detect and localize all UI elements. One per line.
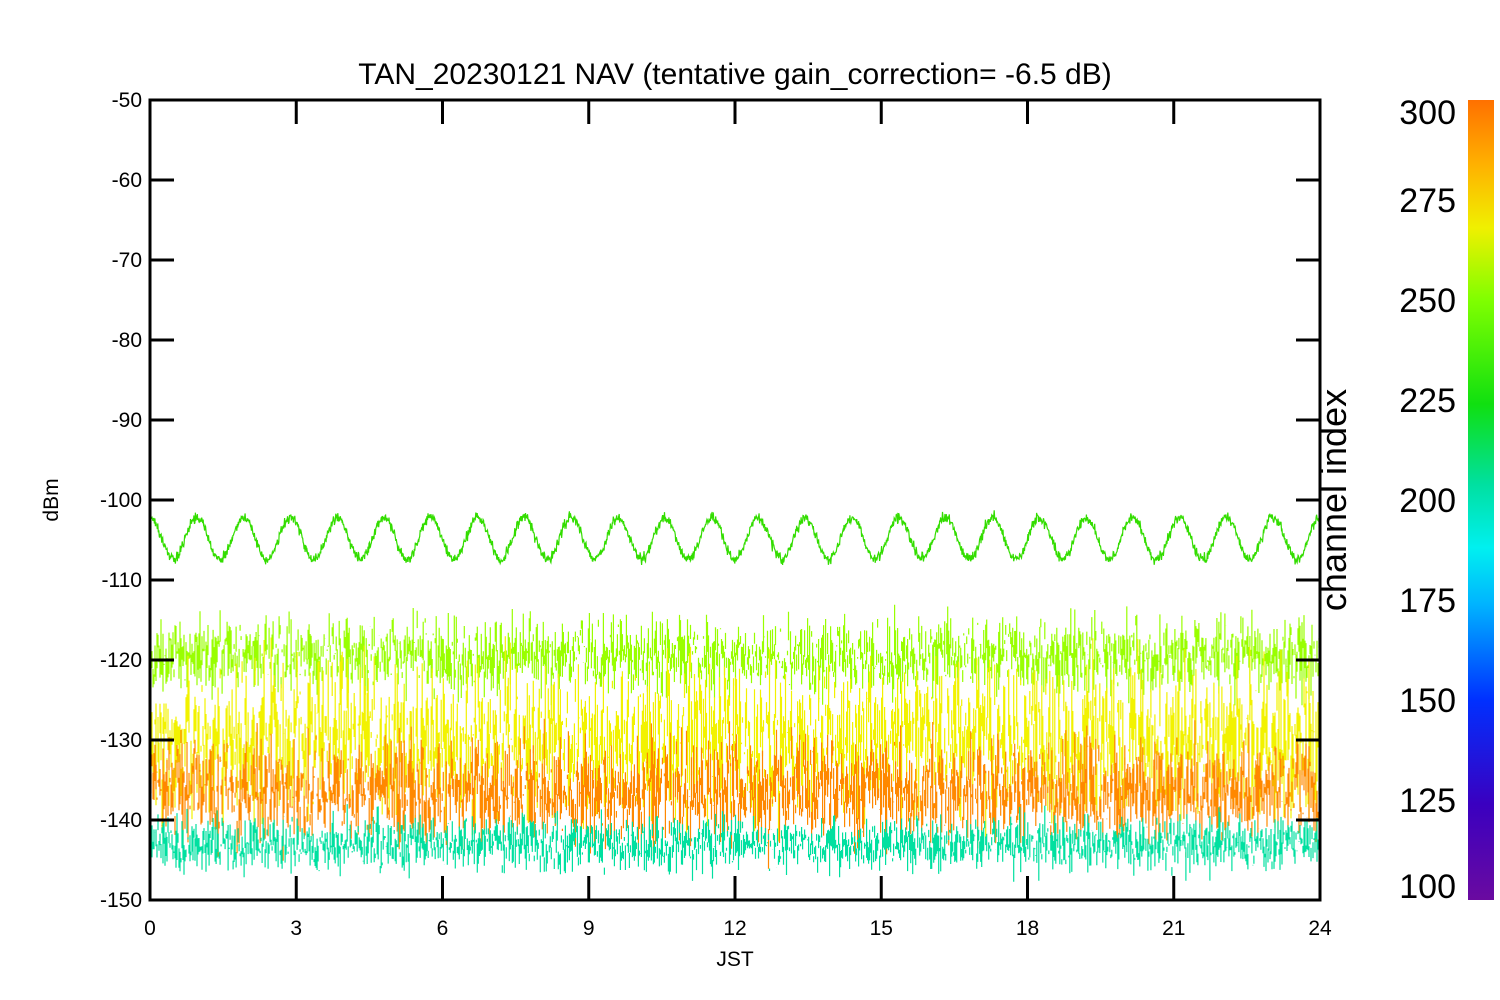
y-tick-label: -150	[100, 889, 142, 912]
y-tick-label: -70	[112, 249, 142, 272]
x-tick-label: 3	[290, 917, 302, 940]
x-axis-title: JST	[716, 948, 754, 971]
colorbar-tick-label: 250	[1399, 282, 1456, 320]
y-tick-label: -80	[112, 329, 142, 352]
colorbar-tick-label: 225	[1399, 382, 1456, 420]
y-axis-title: dBm	[40, 478, 63, 521]
axes: -50 -60 -70 -80 -90 -100 -110 -120 -130 -140 -1500…	[100, 89, 1332, 940]
colorbar-tick-label: 125	[1399, 782, 1456, 820]
chart-title: TAN_20230121 NAV (tentative gain_correct…	[358, 58, 1112, 91]
colorbar-tick-label: 300	[1399, 94, 1456, 132]
colorbar-tick-label: 150	[1399, 682, 1456, 720]
plot-area	[149, 510, 1321, 882]
colorbar-tick-label: 275	[1399, 182, 1456, 220]
y-tick-label: -120	[100, 649, 142, 672]
x-tick-label: 18	[1016, 917, 1039, 940]
y-tick-label: -100	[100, 489, 142, 512]
colorbar-scale	[1468, 100, 1494, 900]
series-line-ch245	[149, 510, 1321, 566]
x-tick-label: 15	[870, 917, 893, 940]
y-tick-label: -140	[100, 809, 142, 832]
x-tick-label: 24	[1308, 917, 1332, 940]
y-tick-label: -50	[112, 89, 142, 112]
colorbar: 100 125 150 175 200 225 250 275 300	[1399, 94, 1494, 906]
y-tick-label: -110	[102, 569, 142, 592]
x-tick-label: 0	[144, 917, 156, 940]
x-tick-label: 6	[437, 917, 449, 940]
x-tick-label: 9	[583, 917, 595, 940]
x-tick-label: 12	[723, 917, 746, 940]
colorbar-tick-label: 200	[1399, 482, 1456, 520]
x-tick-label: 21	[1162, 917, 1185, 940]
y-tick-label: -60	[112, 169, 142, 192]
colorbar-title: channel index	[1313, 389, 1354, 611]
y-tick-label: -130	[100, 729, 142, 752]
y-tick-label: -90	[112, 409, 142, 432]
colorbar-tick-label: 175	[1399, 582, 1456, 620]
colorbar-tick-label: 100	[1399, 868, 1456, 906]
